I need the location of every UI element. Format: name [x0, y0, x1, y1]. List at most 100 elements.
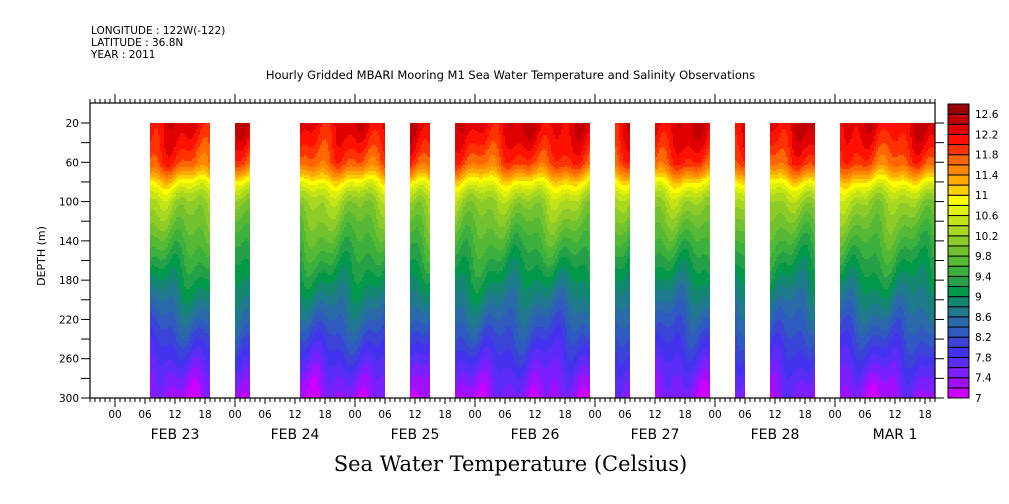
temperature-cell	[166, 271, 168, 273]
temperature-cell	[166, 385, 168, 387]
temperature-cell	[239, 383, 241, 385]
temperature-cell	[235, 319, 237, 321]
temperature-cell	[178, 319, 180, 321]
temperature-cell	[164, 271, 166, 273]
temperature-cell	[241, 305, 243, 307]
temperature-cell	[188, 347, 190, 349]
temperature-cell	[164, 159, 166, 161]
temperature-cell	[168, 211, 170, 213]
temperature-cell	[160, 355, 162, 357]
temperature-cell	[168, 377, 170, 379]
temperature-cell	[160, 301, 162, 303]
temperature-cell	[152, 143, 154, 145]
temperature-cell	[241, 199, 243, 201]
temperature-cell	[237, 151, 239, 153]
temperature-cell	[150, 383, 152, 385]
temperature-cell	[156, 133, 158, 135]
temperature-cell	[154, 281, 156, 283]
temperature-cell	[237, 219, 239, 221]
temperature-cell	[237, 141, 239, 143]
temperature-cell	[168, 173, 170, 175]
year-label: YEAR : 2011	[91, 49, 225, 61]
temperature-cell	[152, 131, 154, 133]
temperature-cell	[237, 349, 239, 351]
temperature-cell	[168, 147, 170, 149]
temperature-cell	[192, 351, 194, 353]
temperature-cell	[154, 305, 156, 307]
temperature-cell	[200, 353, 202, 355]
temperature-cell	[241, 143, 243, 145]
temperature-cell	[196, 189, 198, 191]
temperature-cell	[164, 195, 166, 197]
temperature-cell	[170, 329, 172, 331]
temperature-cell	[156, 221, 158, 223]
temperature-cell	[156, 335, 158, 337]
temperature-cell	[150, 141, 152, 143]
temperature-cell	[176, 373, 178, 375]
temperature-cell	[239, 241, 241, 243]
temperature-cell	[168, 381, 170, 383]
temperature-cell	[190, 251, 192, 253]
temperature-cell	[198, 143, 200, 145]
temperature-cell	[237, 211, 239, 213]
temperature-cell	[184, 303, 186, 305]
temperature-cell	[196, 219, 198, 221]
temperature-cell	[180, 129, 182, 131]
temperature-cell	[237, 259, 239, 261]
temperature-cell	[239, 263, 241, 265]
temperature-cell	[160, 243, 162, 245]
temperature-cell	[196, 211, 198, 213]
temperature-cell	[176, 247, 178, 249]
temperature-cell	[158, 307, 160, 309]
temperature-cell	[239, 363, 241, 365]
temperature-cell	[200, 219, 202, 221]
temperature-cell	[188, 183, 190, 185]
temperature-cell	[243, 163, 245, 165]
temperature-cell	[158, 365, 160, 367]
temperature-cell	[166, 317, 168, 319]
temperature-cell	[198, 373, 200, 375]
temperature-cell	[158, 169, 160, 171]
temperature-cell	[156, 271, 158, 273]
temperature-cell	[204, 393, 206, 395]
temperature-cell	[164, 277, 166, 279]
temperature-cell	[202, 383, 204, 385]
temperature-cell	[170, 211, 172, 213]
temperature-cell	[206, 387, 208, 389]
temperature-cell	[152, 345, 154, 347]
temperature-cell	[237, 179, 239, 181]
temperature-cell	[198, 217, 200, 219]
temperature-cell	[180, 243, 182, 245]
temperature-cell	[243, 135, 245, 137]
temperature-cell	[158, 389, 160, 391]
temperature-cell	[235, 289, 237, 291]
temperature-cell	[245, 165, 247, 167]
temperature-cell	[162, 209, 164, 211]
temperature-cell	[190, 309, 192, 311]
temperature-cell	[245, 221, 247, 223]
temperature-cell	[208, 233, 210, 235]
temperature-cell	[190, 371, 192, 373]
temperature-cell	[174, 387, 176, 389]
temperature-cell	[154, 151, 156, 153]
temperature-cell	[180, 343, 182, 345]
temperature-cell	[204, 185, 206, 187]
temperature-cell	[158, 319, 160, 321]
temperature-cell	[188, 333, 190, 335]
temperature-cell	[200, 245, 202, 247]
temperature-cell	[184, 333, 186, 335]
temperature-cell	[152, 395, 154, 397]
temperature-cell	[186, 379, 188, 381]
temperature-cell	[168, 253, 170, 255]
temperature-cell	[150, 219, 152, 221]
temperature-cell	[178, 167, 180, 169]
temperature-cell	[184, 179, 186, 181]
temperature-cell	[180, 371, 182, 373]
temperature-cell	[194, 337, 196, 339]
temperature-cell	[194, 379, 196, 381]
temperature-cell	[198, 205, 200, 207]
temperature-cell	[188, 341, 190, 343]
temperature-cell	[190, 253, 192, 255]
temperature-cell	[241, 233, 243, 235]
temperature-cell	[158, 367, 160, 369]
